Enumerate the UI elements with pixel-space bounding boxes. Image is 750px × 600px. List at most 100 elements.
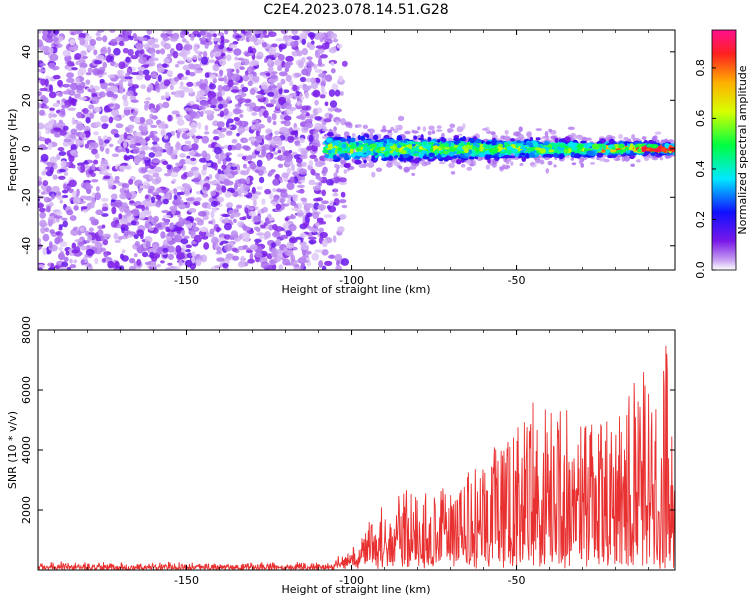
spectrogram-cell [448,162,455,169]
spectrogram-cell [271,43,278,48]
spectrogram-cell [564,136,571,142]
spectrogram-cell [202,187,208,191]
spectrogram-cell [296,184,305,188]
spectrogram-cell [296,189,305,194]
spectrogram-cell [273,109,282,114]
spectrogram-cell [79,195,88,200]
spectrogram-cell [333,134,341,138]
spectrogram-cell [198,105,207,110]
spectrogram-cell [67,107,76,111]
spectrogram-cell [225,98,230,105]
spectrogram-cell [319,161,326,166]
spectrogram-cell [172,50,179,59]
spectrogram-cell [145,194,149,199]
spectrogram-cell [193,200,201,206]
spectrogram-cell [144,74,152,81]
spectrogram-cell [58,119,63,124]
spectrogram-cell [178,202,187,210]
spectrogram-cell [43,105,50,109]
spectrogram-cell [321,42,328,50]
spectrogram-cell [48,202,54,207]
spectrogram-cell [249,50,254,54]
spectrogram-cell [63,171,69,177]
spectrogram-cell [113,232,119,240]
spectrogram-cell [225,120,230,128]
spectrogram-cell [319,94,326,99]
spectrogram-cell [205,85,210,93]
spectrogram-cell [66,209,74,216]
spectrogram-cell [362,124,369,130]
spectrogram-cell [78,33,86,39]
spectrogram-cell [242,138,249,143]
spectrogram-cell [321,265,327,270]
spectrogram-cell [141,251,149,258]
spectrogram-cell [148,227,155,231]
spectrogram-cell [79,226,85,232]
spectrogram-cell [542,154,547,158]
spectrogram-cell [60,160,67,168]
spectrogram-cell [245,249,254,254]
spectrogram-cell [213,135,220,141]
spectrogram-cell [225,180,234,186]
spectrogram-cell [485,164,491,170]
spectrogram-cell [570,132,576,137]
spectrogram-cell [339,163,345,168]
spectrogram-cell [75,60,81,66]
spectrogram-cell [92,159,99,165]
spectrogram-cell [141,139,147,147]
spectrogram-cell [446,155,454,161]
spectrogram-cell [390,126,394,131]
spectrogram-cell [40,78,47,86]
spectrogram-cell [182,38,187,43]
spectrogram-cell [73,44,78,49]
spectrogram-cell [422,126,427,132]
spectrogram-cell [267,116,272,124]
spectrogram-cell [54,215,63,219]
spectrogram-cell [204,131,210,135]
spectrogram-cell [254,251,263,258]
spectrogram-cell [304,77,313,83]
spectrogram-cell [272,188,277,193]
spectrogram-cell [42,30,49,36]
spectrogram-cell [623,136,629,141]
spectrogram-cell [265,72,271,77]
spectrogram-cell [360,135,366,141]
spectrogram-cell [559,154,564,158]
spectrogram-cell [118,213,123,220]
spectrogram-cell [71,67,78,71]
spectrogram-cell [252,199,257,207]
spectrogram-cell [164,91,170,99]
spectrogram-cell [75,77,80,85]
spectrogram-cell [284,68,289,72]
spectrogram-cell [39,109,46,116]
spectrogram-cell [350,137,356,143]
spectrogram-cell [436,139,441,143]
spectrogram-cell [80,206,88,210]
spectrogram-cell [108,263,116,268]
spectrogram-cell [166,30,173,35]
spectrogram-cell [131,208,140,217]
spectrogram-cell [243,234,250,243]
spectrogram-cell [274,130,280,136]
spectrogram-cell [136,258,142,267]
spectrogram-cell [320,54,328,59]
spectrogram-cell [271,263,277,270]
spectrogram-cell [140,233,144,240]
spectrogram-cell [534,157,542,164]
spectrogram-cell [338,177,347,183]
spectrogram-cell [80,259,85,266]
spectrogram-cell [170,171,179,178]
spectrogram-cell [95,121,102,127]
spectrogram-cell [233,218,237,223]
spectrogram-cell [195,135,203,140]
spectrogram-cell [209,50,215,59]
spectrogram-cell [239,216,247,221]
spectrogram-cell [228,124,237,131]
spectrogram-cell [79,62,88,69]
spectrogram-cell [114,175,120,181]
spectrogram-cell [147,189,153,194]
spectrogram-cell [392,128,399,134]
spectrogram-cell [232,73,241,82]
spectrogram-cell [296,209,305,218]
spectrogram-cell [472,160,477,166]
